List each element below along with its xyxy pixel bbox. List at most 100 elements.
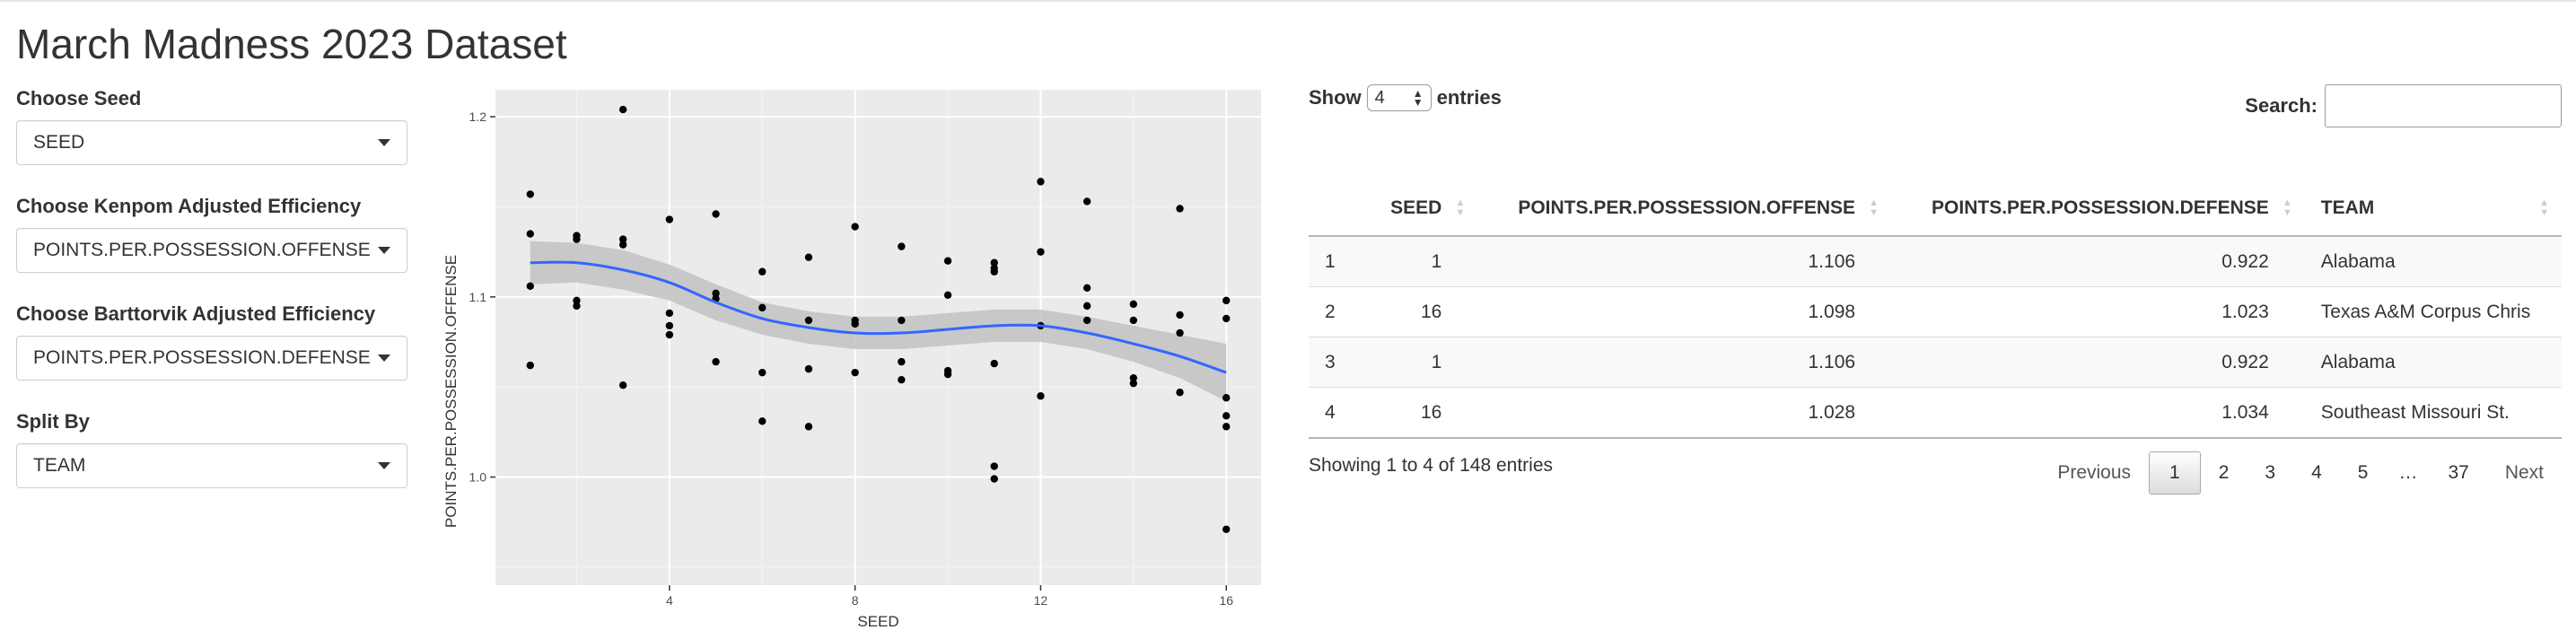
sort-icon: ▲ ▼ — [1455, 197, 1466, 218]
cell-defense: 0.922 — [1891, 235, 2305, 287]
scatter-plot: 4 8 12 16 1.0 1.1 1.2 SEED POINTS.PER.POSSESS… — [440, 90, 1270, 630]
data-point — [712, 210, 720, 218]
split-by-select-value: TEAM — [33, 455, 86, 476]
search-input[interactable] — [2325, 84, 2562, 127]
cell-offense: 1.106 — [1477, 235, 1892, 287]
data-point — [526, 282, 534, 290]
sort-icon: ▲ ▼ — [1869, 197, 1879, 218]
data-point — [1082, 302, 1091, 311]
data-point — [1037, 248, 1045, 256]
data-point — [758, 303, 767, 312]
y-tick-label: 1.0 — [469, 470, 487, 485]
data-point — [990, 359, 998, 368]
cell-offense: 1.098 — [1477, 286, 1892, 337]
show-label: Show — [1309, 86, 1362, 109]
cell-offense: 1.028 — [1477, 387, 1892, 439]
y-tick-label: 1.2 — [469, 109, 487, 124]
barttorvik-label: Choose Barttorvik Adjusted Efficiency — [16, 302, 376, 325]
kenpom-select[interactable]: POINTS.PER.POSSESSION.OFFENSE — [16, 228, 407, 273]
cell-team: Alabama — [2304, 337, 2562, 388]
table-row: 1 1 1.106 0.922 Alabama — [1309, 235, 2562, 287]
data-point — [618, 381, 627, 390]
data-point — [898, 316, 906, 325]
next-button[interactable]: Next — [2504, 462, 2544, 483]
sort-icon: ▲ ▼ — [2282, 197, 2292, 218]
data-point — [1129, 300, 1138, 309]
page-title: March Madness 2023 Dataset — [16, 21, 567, 67]
split-by-select[interactable]: TEAM — [16, 443, 407, 488]
data-point — [990, 258, 998, 267]
chevron-down-icon — [378, 139, 390, 146]
data-point — [1176, 328, 1184, 337]
data-point — [526, 230, 534, 238]
updown-icon: ▲ ▼ — [1412, 87, 1424, 109]
page-2-button[interactable]: 2 — [2218, 462, 2230, 483]
cell-index: 3 — [1309, 337, 1368, 388]
data-point — [1222, 412, 1231, 420]
data-point — [804, 253, 813, 261]
x-tick-label: 12 — [1034, 593, 1048, 608]
y-axis-label: POINTS.PER.POSSESSION.OFFENSE — [442, 255, 460, 528]
cell-team: Texas A&M Corpus Chris — [2304, 286, 2562, 337]
barttorvik-select[interactable]: POINTS.PER.POSSESSION.DEFENSE — [16, 336, 407, 381]
data-point — [1037, 392, 1045, 400]
page-4-button[interactable]: 4 — [2311, 462, 2322, 483]
chevron-down-icon — [378, 247, 390, 254]
data-point — [1082, 284, 1091, 292]
data-point — [851, 320, 859, 328]
top-border — [0, 0, 2576, 2]
data-point — [665, 330, 674, 339]
seed-select-value: SEED — [33, 132, 85, 153]
kenpom-control: Choose Kenpom Adjusted Efficiency POINTS… — [16, 194, 407, 273]
cell-defense: 0.922 — [1891, 337, 2305, 388]
data-point — [1176, 311, 1184, 320]
cell-index: 2 — [1309, 286, 1368, 337]
page-5-button[interactable]: 5 — [2357, 462, 2369, 483]
split-by-control: Split By TEAM — [16, 409, 407, 488]
entries-select[interactable]: 4 ▲ ▼ — [1366, 84, 1432, 111]
header-seed[interactable]: SEED ▲ ▼ — [1368, 181, 1478, 237]
data-point — [804, 316, 813, 325]
pagination-ellipsis: … — [2398, 462, 2418, 483]
table-controls: Show 4 ▲ ▼ entries Search: — [1309, 83, 2562, 181]
data-point — [804, 364, 813, 373]
x-tick-label: 16 — [1219, 593, 1233, 608]
seed-select[interactable]: SEED — [16, 120, 407, 165]
data-point — [1082, 316, 1091, 325]
data-point — [804, 423, 813, 431]
data-point — [1082, 197, 1091, 206]
page-3-button[interactable]: 3 — [2265, 462, 2276, 483]
page-37-button[interactable]: 37 — [2448, 462, 2469, 483]
header-defense[interactable]: POINTS.PER.POSSESSION.DEFENSE ▲ ▼ — [1891, 181, 2305, 237]
kenpom-select-value: POINTS.PER.POSSESSION.OFFENSE — [33, 240, 371, 260]
length-control: Show 4 ▲ ▼ entries — [1309, 84, 1502, 111]
chevron-down-icon — [378, 462, 390, 469]
data-point — [573, 296, 581, 305]
page-1-button[interactable]: 1 — [2149, 451, 2201, 495]
x-axis-ticks: 4 8 12 16 — [666, 585, 1233, 608]
search-label: Search: — [2245, 94, 2318, 117]
data-point — [526, 361, 534, 370]
header-offense[interactable]: POINTS.PER.POSSESSION.OFFENSE ▲ ▼ — [1477, 181, 1892, 237]
data-point — [573, 235, 581, 243]
x-axis-label: SEED — [857, 613, 898, 628]
search-control: Search: — [2245, 84, 2562, 127]
smooth-line — [530, 260, 1227, 374]
sidebar-panel: Choose Seed SEED Choose Kenpom Adjusted … — [16, 86, 407, 517]
previous-button[interactable]: Previous — [2057, 462, 2132, 483]
header-team[interactable]: TEAM ▲ ▼ — [2304, 181, 2562, 237]
data-point — [990, 267, 998, 276]
data-point — [898, 242, 906, 250]
cell-seed: 16 — [1368, 286, 1478, 337]
entries-select-value: 4 — [1374, 87, 1385, 108]
data-point — [1176, 205, 1184, 213]
entries-label: entries — [1436, 86, 1502, 109]
header-defense-label: POINTS.PER.POSSESSION.DEFENSE — [1932, 197, 2269, 218]
barttorvik-control: Choose Barttorvik Adjusted Efficiency PO… — [16, 302, 407, 381]
y-axis-ticks: 1.0 1.1 1.2 — [469, 109, 495, 485]
cell-index: 4 — [1309, 387, 1368, 439]
data-point — [665, 321, 674, 330]
scatter-plot-svg: 4 8 12 16 1.0 1.1 1.2 SEED POINTS.PER.POSSESS… — [442, 90, 1261, 630]
pagination: Previous 1 2 3 4 5 … 37 Next — [2039, 451, 2562, 495]
data-point — [851, 223, 859, 231]
